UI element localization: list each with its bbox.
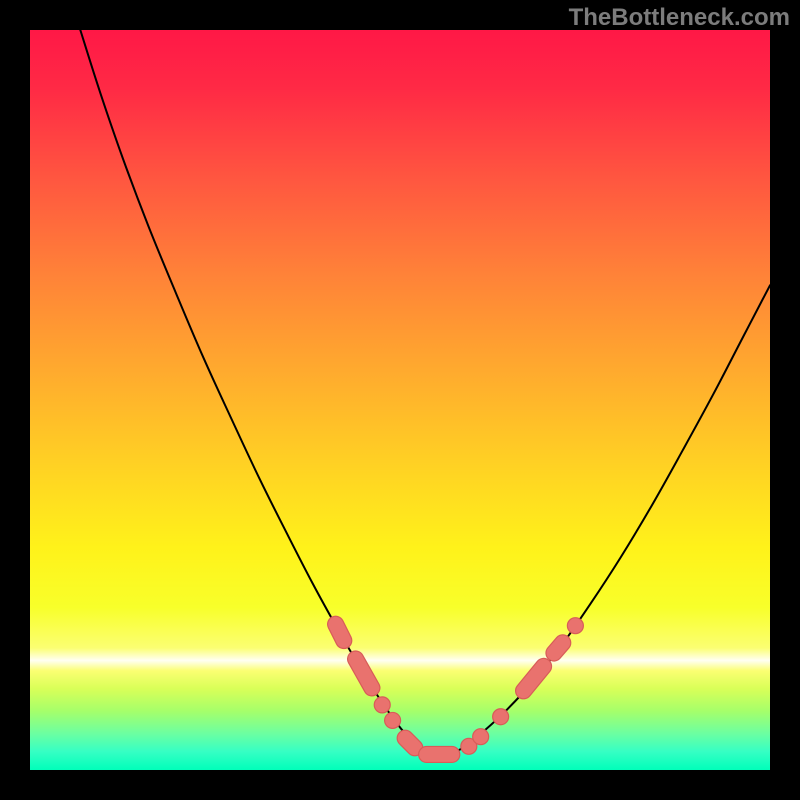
gradient-background bbox=[30, 30, 770, 770]
chart-frame: TheBottleneck.com bbox=[0, 0, 800, 800]
data-marker bbox=[473, 729, 489, 745]
data-marker bbox=[385, 712, 401, 728]
data-marker-pill bbox=[419, 746, 460, 762]
data-marker bbox=[493, 709, 509, 725]
watermark-text: TheBottleneck.com bbox=[569, 4, 790, 32]
data-marker bbox=[374, 697, 390, 713]
plot-area bbox=[30, 30, 770, 770]
data-marker bbox=[567, 618, 583, 634]
